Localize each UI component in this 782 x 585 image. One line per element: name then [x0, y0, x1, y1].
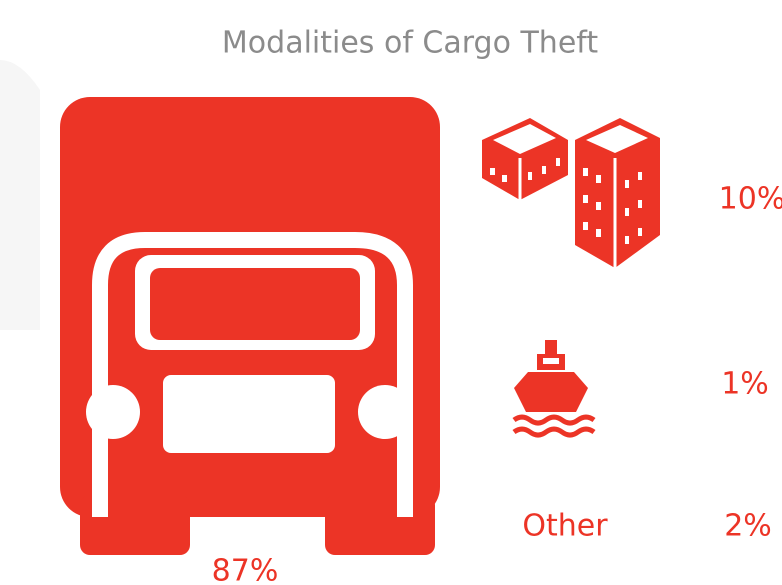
truck-icon	[60, 97, 440, 555]
ship-icon	[512, 340, 596, 438]
chart-title: Modalities of Cargo Theft	[222, 26, 598, 61]
value-label: 87%	[212, 554, 279, 585]
category-label: Other	[522, 509, 608, 544]
value-label: 2%	[724, 509, 772, 544]
value-label: 1%	[721, 367, 769, 402]
background-shape	[0, 60, 40, 330]
buildings-icon	[482, 118, 660, 268]
value-label: 10%	[719, 182, 782, 217]
